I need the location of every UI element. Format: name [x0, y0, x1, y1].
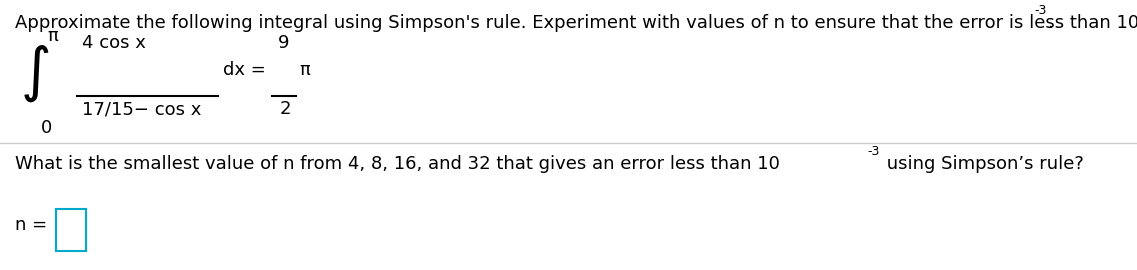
Text: 17/15− cos x: 17/15− cos x	[82, 100, 201, 119]
FancyBboxPatch shape	[56, 209, 86, 251]
Text: 9: 9	[277, 34, 289, 52]
Text: Approximate the following integral using Simpson's rule. Experiment with values : Approximate the following integral using…	[15, 14, 1137, 32]
Text: 2: 2	[280, 100, 291, 119]
Text: $\int$: $\int$	[20, 43, 50, 104]
Text: dx =: dx =	[223, 61, 266, 79]
Text: -3: -3	[1035, 4, 1046, 17]
Text: What is the smallest value of n from 4, 8, 16, and 32 that gives an error less t: What is the smallest value of n from 4, …	[15, 155, 780, 173]
Text: .: .	[1047, 14, 1053, 32]
Text: using Simpson’s rule?: using Simpson’s rule?	[881, 155, 1084, 173]
Text: -3: -3	[868, 145, 880, 158]
Text: n =: n =	[15, 216, 47, 234]
Text: π: π	[48, 27, 58, 45]
Text: 0: 0	[41, 119, 52, 137]
Text: π: π	[299, 61, 309, 79]
Text: 4 cos x: 4 cos x	[82, 34, 146, 52]
